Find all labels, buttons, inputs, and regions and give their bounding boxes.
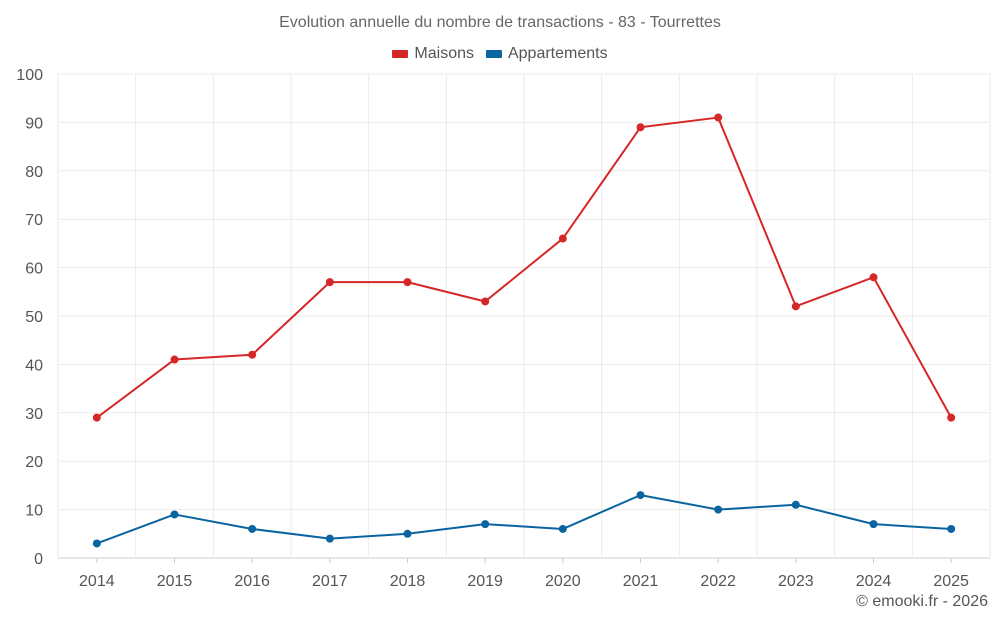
series-group bbox=[92, 113, 956, 548]
y-tick-label: 50 bbox=[25, 309, 43, 326]
y-tick-label: 70 bbox=[25, 212, 43, 229]
data-point-appartements bbox=[558, 524, 567, 533]
y-tick-label: 60 bbox=[25, 261, 43, 278]
legend: Maisons Appartements bbox=[0, 45, 1000, 63]
data-point-maisons bbox=[714, 113, 723, 122]
x-tick-label: 2018 bbox=[390, 573, 426, 590]
data-point-appartements bbox=[791, 500, 800, 509]
data-point-maisons bbox=[791, 302, 800, 311]
x-tick-label: 2020 bbox=[545, 573, 581, 590]
data-point-maisons bbox=[636, 123, 645, 132]
legend-label-maisons: Maisons bbox=[414, 45, 474, 62]
x-tick-label: 2021 bbox=[623, 573, 659, 590]
series-line-maisons bbox=[96, 116, 953, 419]
data-point-appartements bbox=[248, 524, 257, 533]
legend-item-appartements[interactable]: Appartements bbox=[485, 45, 608, 63]
data-point-maisons bbox=[869, 273, 878, 282]
data-point-appartements bbox=[325, 534, 334, 543]
y-tick-label: 0 bbox=[34, 551, 43, 568]
x-tick-label: 2017 bbox=[312, 573, 348, 590]
data-point-maisons bbox=[248, 350, 257, 359]
legend-label-appartements: Appartements bbox=[507, 45, 608, 62]
data-point-maisons bbox=[947, 413, 956, 422]
data-point-appartements bbox=[92, 539, 101, 548]
x-tick-label: 2025 bbox=[933, 573, 969, 590]
y-tick-label: 40 bbox=[25, 357, 43, 374]
credit-text: © emooki.fr - 2026 bbox=[856, 593, 988, 610]
data-point-appartements bbox=[869, 520, 878, 529]
data-point-maisons bbox=[325, 278, 334, 287]
data-point-appartements bbox=[481, 520, 490, 529]
y-tick-label: 10 bbox=[25, 503, 43, 520]
series-line-appartements bbox=[96, 494, 952, 545]
data-point-maisons bbox=[170, 355, 179, 364]
legend-item-maisons[interactable]: Maisons bbox=[392, 45, 474, 63]
data-point-maisons bbox=[481, 297, 490, 306]
data-point-maisons bbox=[92, 413, 101, 422]
legend-swatch-maisons bbox=[392, 50, 409, 58]
x-tick-label: 2024 bbox=[856, 573, 892, 590]
y-axis: 0 10 20 30 40 50 60 70 80 90 100 bbox=[16, 67, 43, 568]
data-point-appartements bbox=[170, 510, 179, 519]
chart-title: Evolution annuelle du nombre de transact… bbox=[279, 14, 721, 31]
data-point-appartements bbox=[714, 505, 723, 514]
x-axis: 2014 2015 2016 2017 2018 2019 2020 2021 2022 2023… bbox=[79, 558, 969, 590]
x-tick-label: 2014 bbox=[79, 573, 115, 590]
y-tick-label: 20 bbox=[25, 454, 43, 471]
data-point-appartements bbox=[636, 491, 645, 500]
y-tick-label: 100 bbox=[16, 67, 43, 84]
data-point-maisons bbox=[558, 234, 567, 243]
grid bbox=[57, 73, 991, 559]
y-tick-label: 30 bbox=[25, 406, 43, 423]
x-tick-label: 2019 bbox=[467, 573, 503, 590]
x-tick-label: 2023 bbox=[778, 573, 814, 590]
x-tick-label: 2015 bbox=[157, 573, 193, 590]
data-point-appartements bbox=[403, 529, 412, 538]
data-point-appartements bbox=[947, 524, 956, 533]
x-tick-label: 2016 bbox=[234, 573, 270, 590]
data-point-maisons bbox=[403, 278, 412, 287]
x-tick-label: 2022 bbox=[700, 573, 736, 590]
y-tick-label: 90 bbox=[25, 115, 43, 132]
y-tick-label: 80 bbox=[25, 164, 43, 181]
legend-swatch-appartements bbox=[485, 50, 502, 58]
